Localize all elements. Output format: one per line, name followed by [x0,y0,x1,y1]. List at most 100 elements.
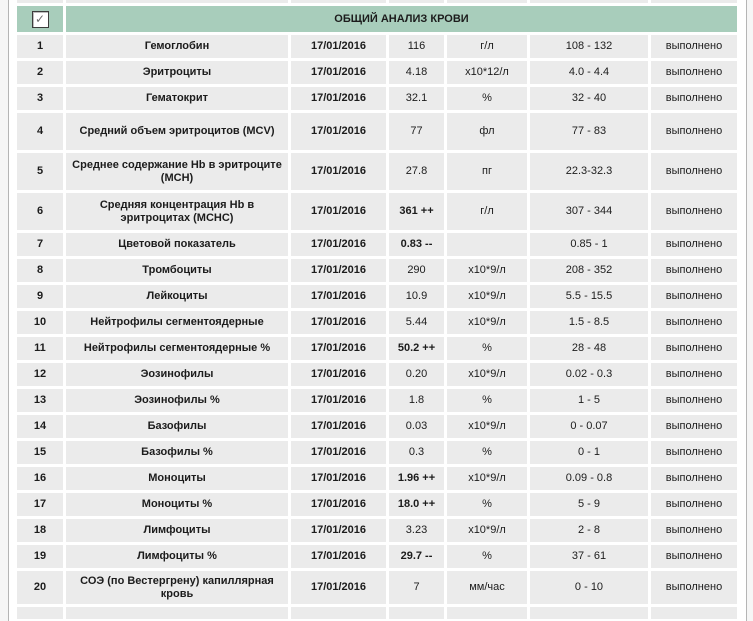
reference-range-cell: 2 - 8 [530,519,648,542]
test-name-cell: Цветовой показатель [66,233,288,256]
table-row: 5 Среднее содержание Hb в эритроците (MCH… [17,153,737,190]
row-number-cell: 3 [17,87,63,110]
row-number-cell: 13 [17,389,63,412]
value-cell: 0.3 [389,441,444,464]
reference-range-cell: 4.0 - 4.4 [530,61,648,84]
status-cell: выполнено [651,389,737,412]
test-name-cell: СОЭ (по Вестергрену) капиллярная кровь [66,571,288,604]
test-name-cell: Лейкоциты [66,285,288,308]
status-cell: выполнено [651,61,737,84]
panel-select-checkbox[interactable]: ✓ [31,10,49,28]
status-cell: выполнено [651,259,737,282]
results-table-container: ✓ ОБЩИЙ АНАЛИЗ КРОВИ 1 Гемоглобин 17/01/20… [14,0,740,621]
status-cell: выполнено [651,87,737,110]
value-cell: 29.7 -- [389,545,444,568]
test-name-cell: Средний объем эритроцитов (MCV) [66,113,288,150]
reference-range-cell: 77 - 83 [530,113,648,150]
value-cell: 0.03 [389,415,444,438]
table-row: 10 Нейтрофилы сегментоядерные 17/01/2016 5.… [17,311,737,334]
table-row: 9 Лейкоциты 17/01/2016 10.9 х10*9/л 5.5 - 15.… [17,285,737,308]
value-cell: 361 ++ [389,193,444,230]
reference-range-cell: 0 - 0.07 [530,415,648,438]
checkmark-icon: ✓ [34,12,46,26]
row-number-cell: 11 [17,337,63,360]
value-cell: 50.2 ++ [389,337,444,360]
test-name-cell: Лимфоциты [66,519,288,542]
unit-cell: х10*9/л [447,415,527,438]
test-name-cell: Нейтрофилы сегментоядерные [66,311,288,334]
reference-range-cell: 1 - 5 [530,389,648,412]
date-cell: 17/01/2016 [291,259,386,282]
value-cell: 32.1 [389,87,444,110]
test-name-cell: Базофилы % [66,441,288,464]
table-row: 8 Тромбоциты 17/01/2016 290 х10*9/л 208 - 352… [17,259,737,282]
test-name-cell: Эозинофилы [66,363,288,386]
reference-range-cell: 0.02 - 0.3 [530,363,648,386]
unit-cell: пг [447,153,527,190]
status-cell: выполнено [651,493,737,516]
unit-cell: мм/час [447,571,527,604]
unit-cell: % [447,389,527,412]
row-number-cell: 6 [17,193,63,230]
value-cell: 7 [389,571,444,604]
unit-cell: г/л [447,35,527,58]
results-rows: 1 Гемоглобин 17/01/2016 116 г/л 108 - 132 выпо… [17,35,737,604]
status-cell: выполнено [651,415,737,438]
value-cell: 10.9 [389,285,444,308]
table-row: 15 Базофилы % 17/01/2016 0.3% 0 - 1 выполнено [17,441,737,464]
unit-cell: х10*9/л [447,311,527,334]
test-name-cell: Среднее содержание Hb в эритроците (MCH) [66,153,288,190]
reference-range-cell: 22.3-32.3 [530,153,648,190]
reference-range-cell: 0 - 10 [530,571,648,604]
cbc-results-table: ✓ ОБЩИЙ АНАЛИЗ КРОВИ 1 Гемоглобин 17/01/20… [14,0,740,621]
test-name-cell: Тромбоциты [66,259,288,282]
panel-header-row: ✓ ОБЩИЙ АНАЛИЗ КРОВИ [17,6,737,32]
reference-range-cell: 37 - 61 [530,545,648,568]
unit-cell: г/л [447,193,527,230]
reference-range-cell: 307 - 344 [530,193,648,230]
row-number-cell: 4 [17,113,63,150]
unit-cell: х10*9/л [447,363,527,386]
status-cell: выполнено [651,311,737,334]
unit-cell: % [447,337,527,360]
table-row: 14 Базофилы 17/01/2016 0.03 х10*9/л 0 - 0.07 в… [17,415,737,438]
unit-cell: х10*12/л [447,61,527,84]
reference-range-cell: 1.5 - 8.5 [530,311,648,334]
table-row: 18 Лимфоциты 17/01/2016 3.23 х10*9/л 2 - 8 вып… [17,519,737,542]
date-cell: 17/01/2016 [291,285,386,308]
date-cell: 17/01/2016 [291,571,386,604]
unit-cell: % [447,87,527,110]
date-cell: 17/01/2016 [291,545,386,568]
test-name-cell: Базофилы [66,415,288,438]
reference-range-cell: 5 - 9 [530,493,648,516]
unit-cell: х10*9/л [447,467,527,490]
table-row: 19 Лимфоциты % 17/01/2016 29.7 --% 37 - 61 вы… [17,545,737,568]
date-cell: 17/01/2016 [291,233,386,256]
table-row: 3 Гематокрит 17/01/2016 32.1% 32 - 40 выполне… [17,87,737,110]
value-cell: 4.18 [389,61,444,84]
status-cell: выполнено [651,337,737,360]
unit-cell: % [447,545,527,568]
status-cell: выполнено [651,519,737,542]
date-cell: 17/01/2016 [291,35,386,58]
unit-cell: % [447,493,527,516]
reference-range-cell: 0.85 - 1 [530,233,648,256]
status-cell: выполнено [651,35,737,58]
value-cell: 77 [389,113,444,150]
row-number-cell: 14 [17,415,63,438]
status-cell: выполнено [651,193,737,230]
status-cell: выполнено [651,153,737,190]
date-cell: 17/01/2016 [291,113,386,150]
value-cell: 1.8 [389,389,444,412]
date-cell: 17/01/2016 [291,467,386,490]
table-row: 11 Нейтрофилы сегментоядерные % 17/01/2016… [17,337,737,360]
test-name-cell: Средняя концентрация Hb в эритроцитах (M… [66,193,288,230]
date-cell: 17/01/2016 [291,193,386,230]
status-cell: выполнено [651,363,737,386]
unit-cell: х10*9/л [447,285,527,308]
row-number-cell: 1 [17,35,63,58]
status-cell: выполнено [651,285,737,308]
table-row: 1 Гемоглобин 17/01/2016 116 г/л 108 - 132 выпо… [17,35,737,58]
table-row: 17 Моноциты % 17/01/2016 18.0 ++% 5 - 9 выпол… [17,493,737,516]
date-cell: 17/01/2016 [291,389,386,412]
